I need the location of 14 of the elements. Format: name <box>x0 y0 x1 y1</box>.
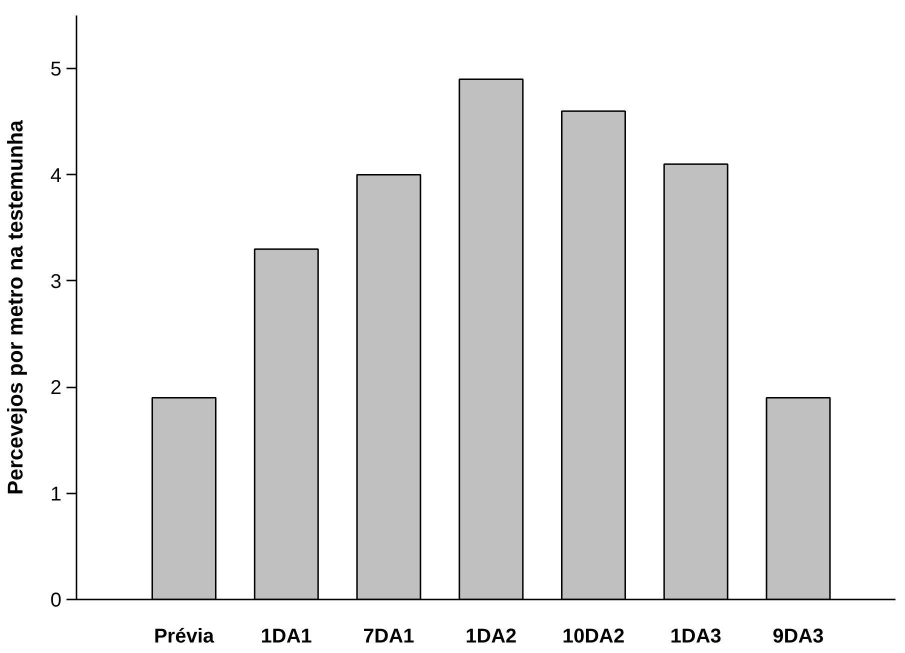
x-tick-label: 7DA1 <box>363 626 414 648</box>
y-tick-label: 0 <box>50 590 62 612</box>
x-tick-label: 1DA1 <box>260 626 312 648</box>
x-tick-label: 10DA2 <box>562 626 625 648</box>
y-tick-label: 4 <box>50 164 62 187</box>
x-tick-label: 9DA3 <box>772 626 824 648</box>
y-tick-label: 2 <box>50 377 62 400</box>
x-tick-label: 1DA3 <box>670 626 722 648</box>
x-tick-label: Prévia <box>154 626 215 648</box>
x-tick-label: 1DA2 <box>466 626 517 648</box>
y-axis-title: Percevejos por metro na testemunha <box>3 120 28 495</box>
y-tick-label: 5 <box>50 58 62 81</box>
y-tick-label: 1 <box>50 483 62 506</box>
y-tick-label: 3 <box>50 270 62 293</box>
